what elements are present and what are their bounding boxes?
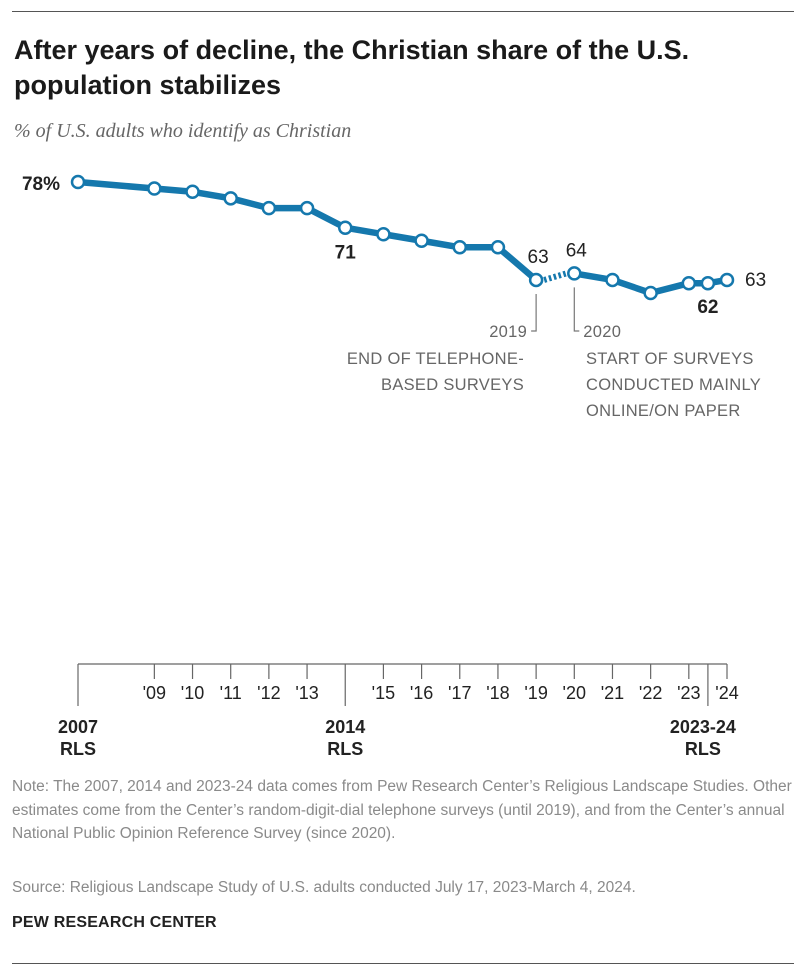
bottom-rule — [12, 963, 794, 964]
x-tick-label-2019: '19 — [524, 683, 547, 703]
data-point-2007 — [70, 174, 86, 190]
data-point-2009 — [147, 181, 162, 196]
line-chart: 78% 71 63 64 62 63 2019 END OF TELEPHONE- BASED … — [22, 174, 766, 759]
x-tick-label-2018: '18 — [486, 683, 509, 703]
x-tick-label-2022: '22 — [639, 683, 662, 703]
x-tick-label-2011: '11 — [220, 683, 242, 703]
data-point-2010 — [185, 184, 200, 200]
x-tick-label-2023: '23 — [677, 683, 700, 703]
data-point-2011 — [223, 191, 238, 206]
x-tick-label-2015: '15 — [372, 683, 395, 703]
annotation-line-2020-1: CONDUCTED MAINLY — [586, 376, 761, 394]
rls-year-label-0: 2007 — [58, 717, 98, 737]
x-tick-label-2021: '21 — [601, 683, 624, 703]
x-tick-label-2012: '12 — [257, 683, 280, 703]
point-label-2023-5: 62 — [697, 297, 718, 318]
data-point-2013 — [299, 200, 315, 216]
data-point-2021 — [605, 272, 620, 288]
annotation-line-2019-1: BASED SURVEYS — [381, 376, 524, 394]
series-gap-connector — [543, 270, 568, 283]
annotation-leader-2020 — [573, 287, 580, 332]
point-label-2019: 63 — [528, 247, 549, 268]
chart-note: Note: The 2007, 2014 and 2023-24 data co… — [12, 778, 792, 842]
data-point-2014 — [337, 220, 353, 235]
annotation-leader-2019 — [531, 293, 537, 332]
series-line-telephone — [74, 178, 540, 284]
data-point-2017 — [452, 240, 468, 255]
top-rule — [12, 11, 794, 12]
annotation-year-2020: 2020 — [583, 323, 621, 341]
annotation-line-2020-0: START OF SURVEYS — [586, 350, 754, 368]
data-point-2018 — [490, 240, 506, 255]
point-label-2007: 78% — [22, 174, 60, 195]
chart-title: After years of decline, the Christian sh… — [14, 35, 690, 100]
rls-year-label-1: 2014 — [325, 717, 365, 737]
x-tick-label-2020: '20 — [563, 683, 586, 703]
data-point-2023 — [681, 275, 697, 291]
data-point-2023-5 — [700, 275, 716, 291]
rls-year-label-2: 2023-24 — [670, 717, 736, 737]
rls-sub-label-1: RLS — [327, 739, 363, 759]
annotation-line-2019-0: END OF TELEPHONE- — [347, 350, 524, 368]
x-tick-label-2009: '09 — [143, 683, 166, 703]
point-label-2024: 63 — [745, 270, 766, 291]
rls-sub-label-2: RLS — [685, 739, 721, 759]
rls-sub-label-0: RLS — [60, 739, 96, 759]
chart-source: Source: Religious Landscape Study of U.S… — [12, 879, 636, 896]
x-tick-label-2024: '24 — [715, 683, 738, 703]
chart-subtitle: % of U.S. adults who identify as Christi… — [14, 120, 352, 142]
point-label-2014: 71 — [335, 243, 357, 264]
point-label-2020: 64 — [566, 240, 588, 261]
data-point-2020 — [567, 266, 582, 281]
annotation-year-2019: 2019 — [489, 323, 527, 341]
annotation-line-2020-2: ONLINE/ON PAPER — [586, 402, 741, 420]
data-point-2024 — [719, 272, 735, 288]
x-tick-label-2013: '13 — [295, 683, 318, 703]
x-tick-label-2016: '16 — [410, 683, 433, 703]
data-point-2015 — [376, 226, 391, 242]
data-point-2019 — [528, 272, 544, 288]
data-point-2016 — [414, 233, 429, 249]
x-tick-label-2010: '10 — [181, 683, 204, 703]
brand-footer: PEW RESEARCH CENTER — [12, 914, 217, 931]
data-point-2022 — [643, 285, 658, 301]
data-point-2012 — [261, 200, 277, 216]
x-tick-label-2017: '17 — [448, 683, 471, 703]
